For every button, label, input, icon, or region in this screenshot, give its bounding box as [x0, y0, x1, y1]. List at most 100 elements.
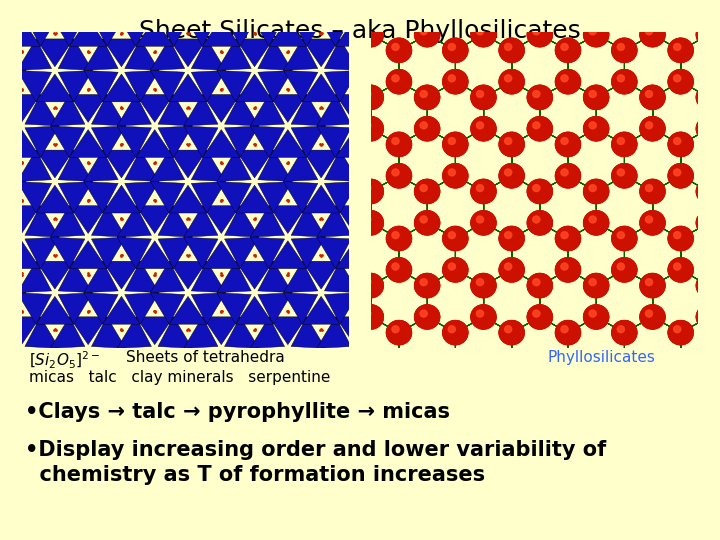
Circle shape [505, 263, 511, 270]
Circle shape [618, 75, 624, 82]
Circle shape [359, 399, 383, 423]
Polygon shape [202, 206, 240, 233]
Circle shape [392, 169, 399, 176]
Polygon shape [169, 150, 207, 178]
Circle shape [589, 404, 596, 411]
Circle shape [330, 227, 355, 251]
Polygon shape [202, 241, 240, 268]
Polygon shape [217, 150, 251, 181]
Polygon shape [450, 0, 485, 15]
Circle shape [279, 169, 286, 176]
Circle shape [505, 169, 511, 176]
Circle shape [499, 164, 524, 188]
Circle shape [645, 216, 652, 223]
Polygon shape [69, 94, 107, 123]
Polygon shape [158, 317, 192, 348]
Circle shape [449, 263, 456, 270]
Circle shape [702, 122, 708, 129]
Polygon shape [524, 181, 559, 213]
Circle shape [556, 70, 580, 93]
Circle shape [668, 70, 693, 93]
Text: $[Si_2O_5]^{2-}$: $[Si_2O_5]^{2-}$ [29, 350, 100, 371]
Polygon shape [103, 185, 140, 213]
Polygon shape [524, 293, 559, 324]
Circle shape [330, 352, 355, 376]
Polygon shape [250, 15, 284, 46]
Circle shape [668, 132, 693, 157]
Circle shape [420, 373, 427, 380]
Circle shape [364, 404, 371, 411]
Circle shape [555, 321, 580, 345]
Circle shape [590, 91, 596, 97]
Circle shape [505, 357, 511, 364]
Polygon shape [391, 70, 426, 102]
Circle shape [330, 258, 355, 282]
Circle shape [302, 211, 327, 235]
Polygon shape [350, 373, 384, 404]
Polygon shape [192, 293, 225, 324]
Polygon shape [84, 150, 118, 181]
Circle shape [307, 310, 315, 317]
Circle shape [307, 91, 315, 97]
Polygon shape [36, 261, 73, 289]
Circle shape [251, 122, 258, 129]
Polygon shape [502, 74, 539, 102]
Circle shape [668, 320, 693, 345]
Polygon shape [36, 185, 73, 213]
Circle shape [392, 138, 399, 144]
Circle shape [477, 122, 483, 129]
Circle shape [674, 264, 680, 270]
Polygon shape [284, 404, 318, 435]
Circle shape [330, 258, 355, 282]
Circle shape [590, 404, 596, 411]
Polygon shape [325, 373, 359, 404]
Circle shape [274, 70, 299, 93]
Circle shape [589, 185, 596, 191]
Polygon shape [417, 181, 451, 213]
Circle shape [420, 122, 427, 129]
Polygon shape [25, 317, 59, 348]
Circle shape [387, 132, 411, 156]
Circle shape [274, 415, 299, 438]
Circle shape [359, 305, 383, 329]
Circle shape [505, 264, 512, 270]
Circle shape [471, 179, 496, 203]
Circle shape [702, 279, 708, 286]
Circle shape [392, 232, 399, 239]
Circle shape [702, 310, 709, 317]
Circle shape [556, 164, 580, 188]
Circle shape [392, 138, 399, 145]
Polygon shape [202, 94, 240, 123]
Polygon shape [3, 352, 40, 380]
Polygon shape [383, 348, 418, 380]
Circle shape [556, 226, 580, 251]
Circle shape [279, 420, 287, 427]
Circle shape [477, 373, 484, 380]
Circle shape [527, 274, 552, 298]
Circle shape [223, 44, 230, 50]
Circle shape [640, 211, 665, 235]
Circle shape [617, 357, 624, 364]
Circle shape [448, 44, 455, 50]
Circle shape [217, 132, 243, 157]
Polygon shape [0, 237, 18, 268]
Circle shape [477, 216, 483, 223]
Circle shape [500, 38, 524, 63]
Circle shape [618, 169, 624, 176]
Circle shape [646, 216, 652, 223]
Circle shape [307, 0, 315, 3]
Polygon shape [58, 261, 93, 293]
Circle shape [528, 179, 552, 204]
Circle shape [420, 185, 427, 191]
Circle shape [274, 226, 299, 251]
Circle shape [364, 0, 371, 3]
Circle shape [640, 85, 665, 110]
Circle shape [584, 368, 608, 392]
Circle shape [527, 368, 552, 392]
Circle shape [359, 23, 383, 47]
Polygon shape [217, 181, 251, 213]
Circle shape [279, 138, 287, 145]
Polygon shape [325, 39, 359, 70]
Circle shape [420, 91, 427, 97]
Polygon shape [502, 185, 539, 213]
